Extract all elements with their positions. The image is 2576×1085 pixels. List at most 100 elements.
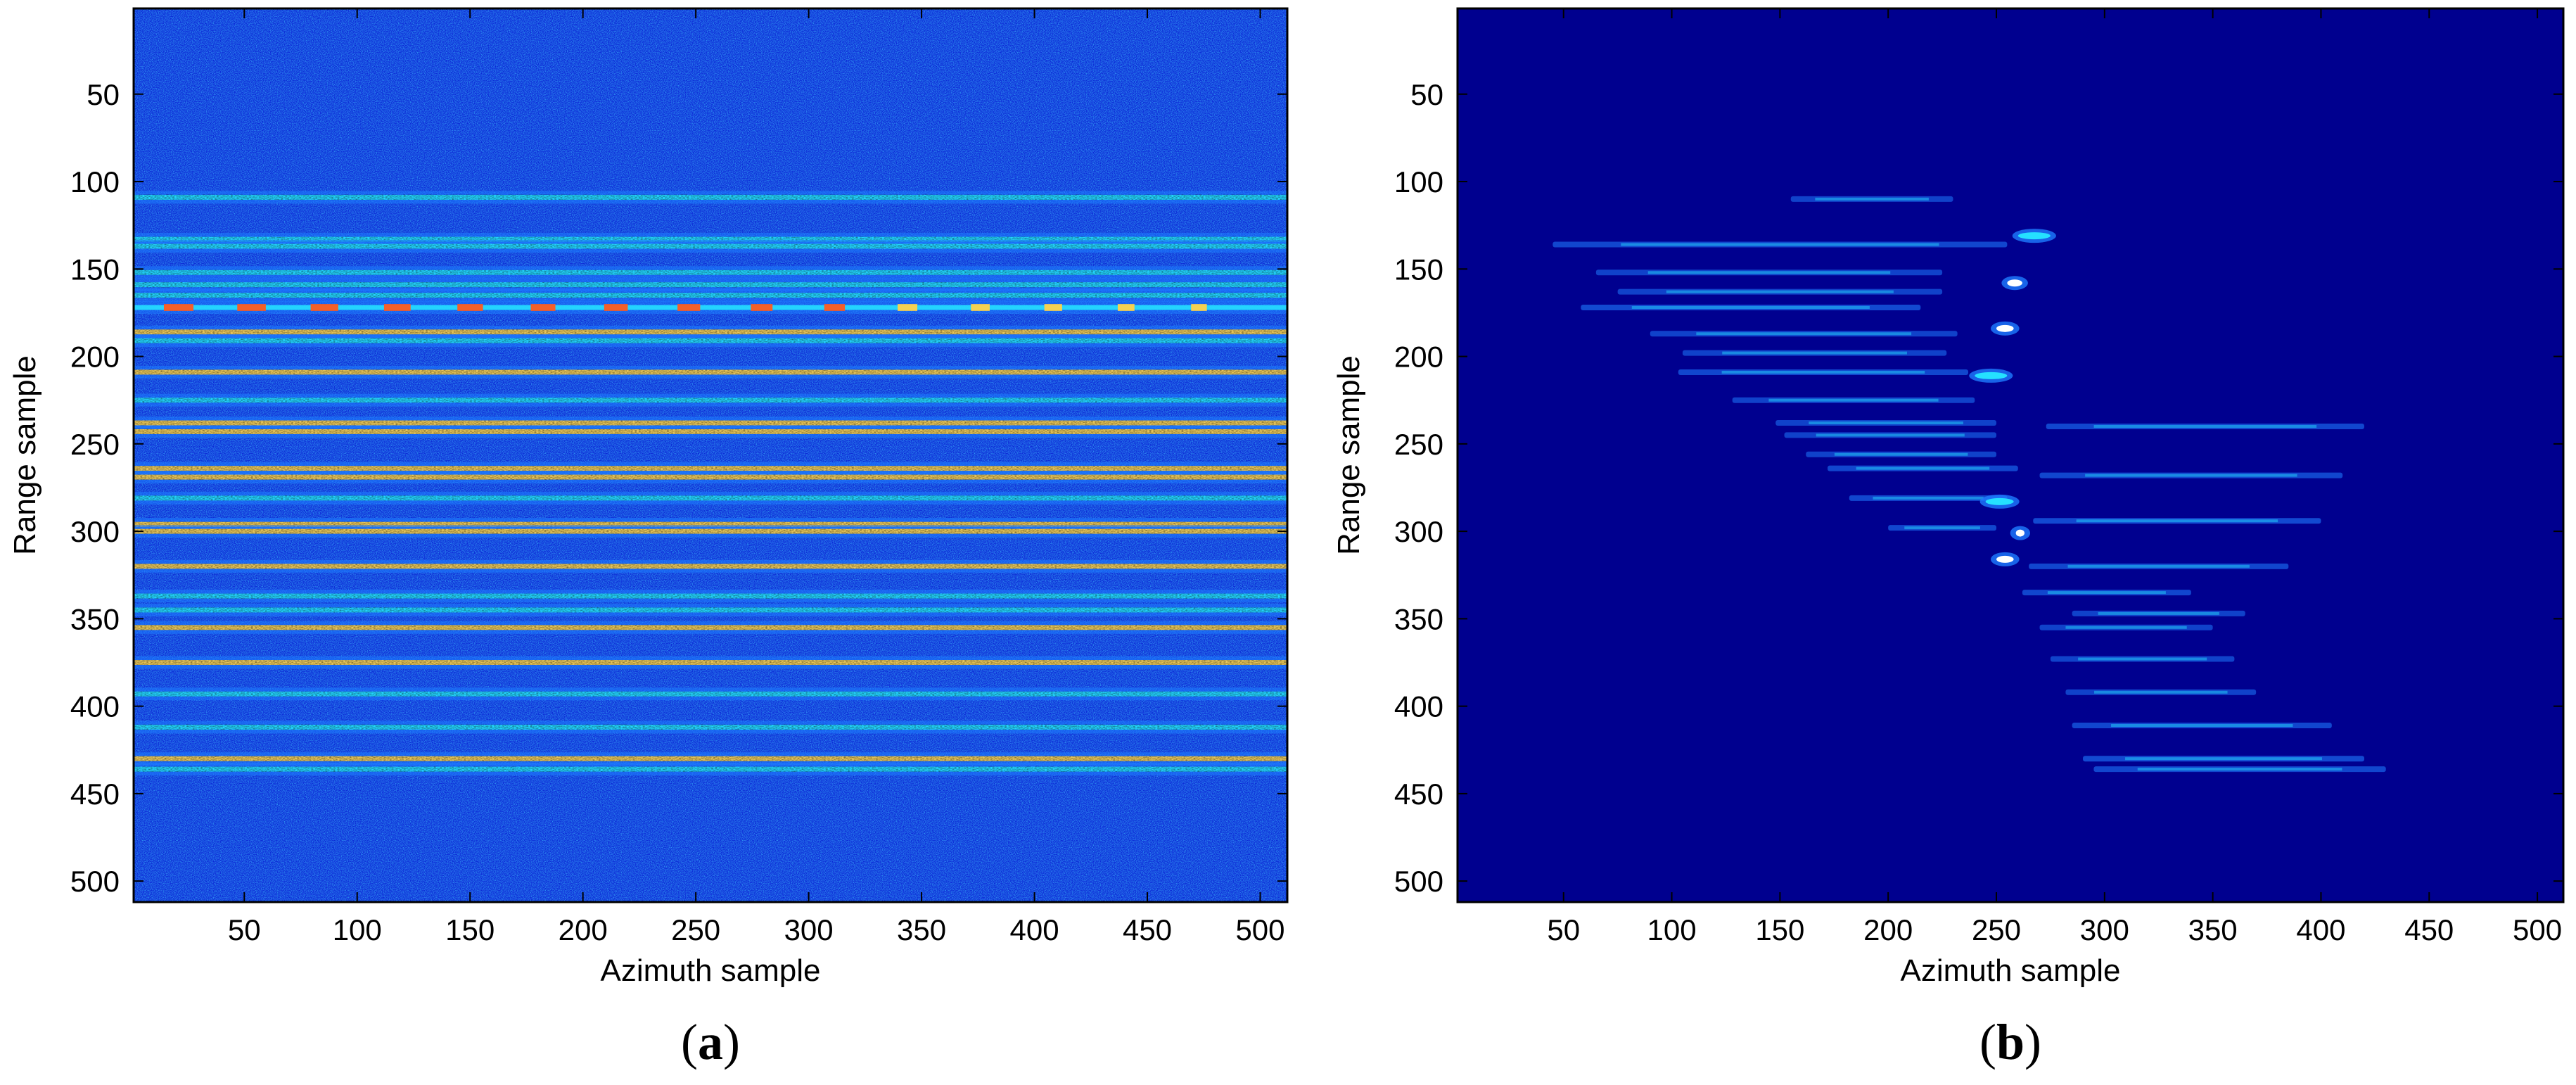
y-tick-label: 350 [1394,602,1443,635]
x-tick-label: 250 [1972,913,2021,946]
stripe-dash [1044,304,1062,311]
stripe [134,305,1287,310]
x-tick-label: 450 [2404,913,2454,946]
x-tick-label: 50 [1547,913,1580,946]
y-axis-label-b: Range sample [1332,355,1366,555]
x-tick-label: 100 [333,913,382,946]
stripe-dash [383,304,411,311]
streak-core [2065,626,2187,629]
streak-core [2094,690,2228,694]
y-tick-label: 200 [70,341,120,374]
stripe-texture [134,521,1287,527]
stripe-dash [237,304,266,311]
streak-core [1816,433,1965,437]
streak-core [1809,421,1963,425]
y-tick-label: 100 [1394,165,1443,198]
streak [1581,304,1921,310]
streak-core [1721,370,1925,374]
axes-frame-b [1456,7,2565,903]
x-tick-label: 150 [1755,913,1804,946]
x-tick-label: 50 [228,913,261,946]
streak-core [1815,197,1929,201]
streak [2093,766,2386,773]
streak [1650,331,1958,337]
streak-core [1666,290,1894,293]
y-tick-label: 50 [1410,78,1443,111]
y-ticks-b: 50 100 150 200 250 300 350 400 450 500 [1394,78,2563,898]
streak-core [1768,398,1939,402]
streak [1678,369,1969,375]
y-tick-label: 150 [70,253,120,286]
streak-group-b [1552,196,2386,773]
stripe-dash [310,304,338,311]
streak [2072,610,2245,616]
axes-frame-a [132,7,1289,903]
x-tick-label: 300 [784,913,834,946]
stripe-texture [134,329,1287,335]
streak [1849,495,2008,501]
y-tick-label: 300 [1394,515,1443,548]
stripe-texture [134,756,1287,761]
y-tick-label: 400 [70,690,120,723]
panel-caption-letter-a: a [698,1014,723,1070]
x-tick-label: 400 [2296,913,2345,946]
x-tick-label: 200 [559,913,608,946]
y-tick-label: 350 [70,602,120,635]
streak [1828,465,2018,471]
streak-core [1904,526,1980,530]
target-point [2015,529,2025,537]
streak-core [1856,467,1990,470]
stripe-dash [824,304,846,311]
streak-core [2047,591,2166,595]
streak [1775,420,1997,426]
stripe-texture [134,420,1287,426]
streak [1888,525,1997,531]
stripe-dash [1191,304,1207,311]
streak-core [2093,424,2317,428]
y-tick-label: 450 [1394,778,1443,811]
streak-core [2078,657,2207,661]
streak [1784,432,1997,438]
streak [2065,689,2257,695]
streak [1806,451,1997,457]
stripe-texture [134,269,1287,275]
streak [2029,563,2289,569]
streak-core [2137,768,2342,771]
y-tick-label: 300 [70,515,120,548]
panel-a: 50 100 150 200 250 300 350 400 450 500 50 100 150 20… [8,7,1289,1070]
stripe-texture [134,607,1287,613]
y-tick-label: 250 [1394,428,1443,461]
streak [2033,518,2321,524]
streak-core [1647,271,1891,274]
streak-core [1834,452,1968,456]
x-tick-label: 500 [2513,913,2562,946]
y-ticks-a: 50 100 150 200 250 300 350 400 450 500 [70,78,1287,898]
y-tick-label: 500 [1394,865,1443,898]
stripe-texture [134,564,1287,569]
stripe-texture [134,724,1287,730]
stripe-texture [134,282,1287,288]
streak [1682,350,1947,356]
stripe-texture [134,593,1287,599]
x-ticks-a: 50 100 150 200 250 300 350 400 450 500 [228,8,1285,946]
streak [1552,241,2008,248]
streak [2083,756,2364,762]
target-point [2017,232,2051,240]
panel-caption-a: (a) [681,1014,740,1070]
stripe-texture [134,338,1287,343]
streak-core [1722,351,1907,355]
panel-b: 50 100 150 200 250 300 350 400 450 500 50 100 150 20… [1332,7,2565,1070]
stripe-dash [163,304,193,311]
stripe-texture [134,495,1287,501]
streak-core [2098,611,2219,615]
stripe-dash [971,304,990,311]
x-tick-label: 450 [1123,913,1172,946]
streak [2050,656,2235,662]
streak-core [1696,332,1912,336]
y-tick-label: 250 [70,428,120,461]
stripe-texture [134,243,1287,249]
x-tick-label: 300 [2080,913,2129,946]
x-ticks-b: 50 100 150 200 250 300 350 400 450 500 [1547,8,2562,946]
y-tick-label: 200 [1394,341,1443,374]
streak-core [1621,243,1939,246]
